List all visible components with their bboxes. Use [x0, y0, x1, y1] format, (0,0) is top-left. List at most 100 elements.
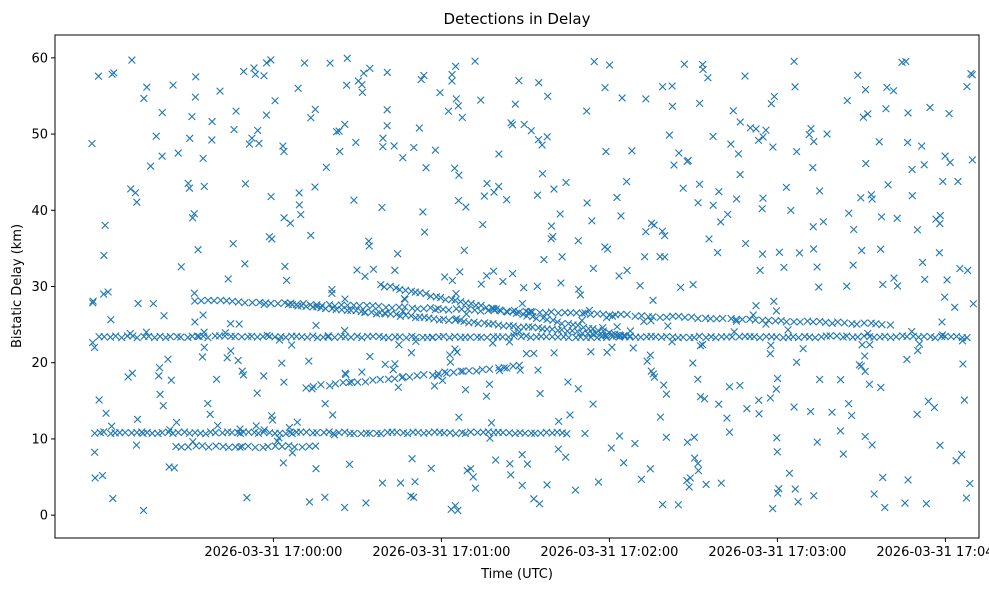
data-point	[636, 333, 645, 342]
data-point	[172, 418, 181, 427]
data-point	[259, 372, 268, 380]
data-point	[608, 343, 616, 352]
data-point	[395, 333, 404, 341]
data-point	[668, 102, 677, 111]
data-point	[260, 300, 268, 309]
data-point	[968, 156, 977, 164]
data-point	[706, 314, 715, 323]
data-point	[963, 266, 972, 275]
data-point	[680, 60, 689, 68]
data-point	[473, 428, 482, 437]
data-point	[881, 332, 889, 341]
data-point	[382, 303, 390, 312]
data-point	[938, 331, 947, 339]
data-point	[449, 368, 458, 377]
data-point	[358, 80, 366, 89]
data-point	[458, 113, 467, 122]
data-point	[728, 333, 736, 341]
data-point	[815, 187, 824, 195]
data-point	[574, 285, 583, 294]
data-point	[963, 82, 971, 91]
data-point	[174, 149, 183, 157]
data-point	[328, 289, 336, 298]
data-point	[922, 499, 931, 508]
data-point	[554, 445, 563, 453]
data-point	[398, 373, 406, 382]
data-point	[245, 140, 254, 148]
data-point	[241, 180, 250, 188]
data-point	[284, 441, 293, 450]
data-point	[430, 382, 439, 390]
data-point	[461, 385, 470, 394]
data-point	[668, 337, 676, 346]
data-point	[99, 290, 108, 298]
data-point	[158, 428, 166, 437]
data-point	[362, 429, 371, 437]
data-point	[636, 281, 644, 290]
data-point	[428, 333, 437, 342]
data-point	[711, 333, 720, 342]
data-point	[109, 494, 117, 503]
data-point	[107, 422, 116, 430]
data-point	[574, 236, 583, 245]
data-point	[264, 442, 272, 451]
data-point	[134, 299, 142, 308]
data-point	[226, 319, 235, 328]
data-point	[930, 403, 939, 412]
data-point	[281, 333, 290, 342]
data-point	[791, 83, 799, 91]
data-point	[341, 120, 349, 129]
data-point	[466, 464, 475, 473]
data-point	[262, 59, 271, 67]
data-point	[876, 245, 885, 254]
data-point	[883, 83, 891, 92]
data-point	[132, 441, 141, 449]
data-point	[359, 69, 368, 78]
data-point	[660, 231, 669, 240]
data-point	[690, 454, 699, 462]
data-point	[508, 307, 517, 316]
data-point	[766, 349, 775, 358]
y-tick-label: 50	[31, 128, 48, 143]
data-point	[608, 312, 617, 320]
data-point	[164, 428, 173, 436]
data-point	[870, 490, 878, 498]
data-point	[915, 340, 924, 348]
data-point	[295, 201, 304, 209]
data-point	[792, 358, 801, 367]
data-point	[787, 206, 795, 215]
data-point	[707, 332, 715, 341]
data-point	[347, 333, 355, 342]
data-point	[137, 428, 146, 436]
data-point	[478, 365, 487, 374]
data-point	[159, 401, 168, 410]
data-point	[395, 340, 403, 349]
data-point	[858, 341, 866, 349]
data-point	[573, 327, 582, 336]
data-point	[674, 501, 683, 509]
data-point	[732, 195, 741, 203]
data-point	[547, 222, 556, 230]
data-point	[212, 375, 221, 384]
data-point	[500, 363, 509, 372]
x-tick-label: 2026-03-31 17:02:00	[540, 545, 678, 560]
data-point	[773, 448, 782, 456]
data-point	[952, 456, 960, 465]
data-point	[268, 416, 277, 424]
data-point	[795, 249, 804, 257]
data-point	[605, 328, 613, 337]
data-point	[548, 332, 557, 341]
data-point	[262, 111, 271, 119]
data-point	[594, 478, 603, 486]
data-point	[302, 384, 310, 392]
data-point	[519, 310, 528, 319]
data-point	[751, 316, 760, 324]
data-point	[558, 253, 566, 261]
data-point	[420, 228, 429, 236]
data-point	[809, 491, 818, 500]
data-point	[771, 317, 780, 325]
data-point	[95, 396, 103, 404]
data-point	[741, 72, 749, 80]
data-point	[399, 153, 407, 162]
data-point	[538, 141, 546, 149]
